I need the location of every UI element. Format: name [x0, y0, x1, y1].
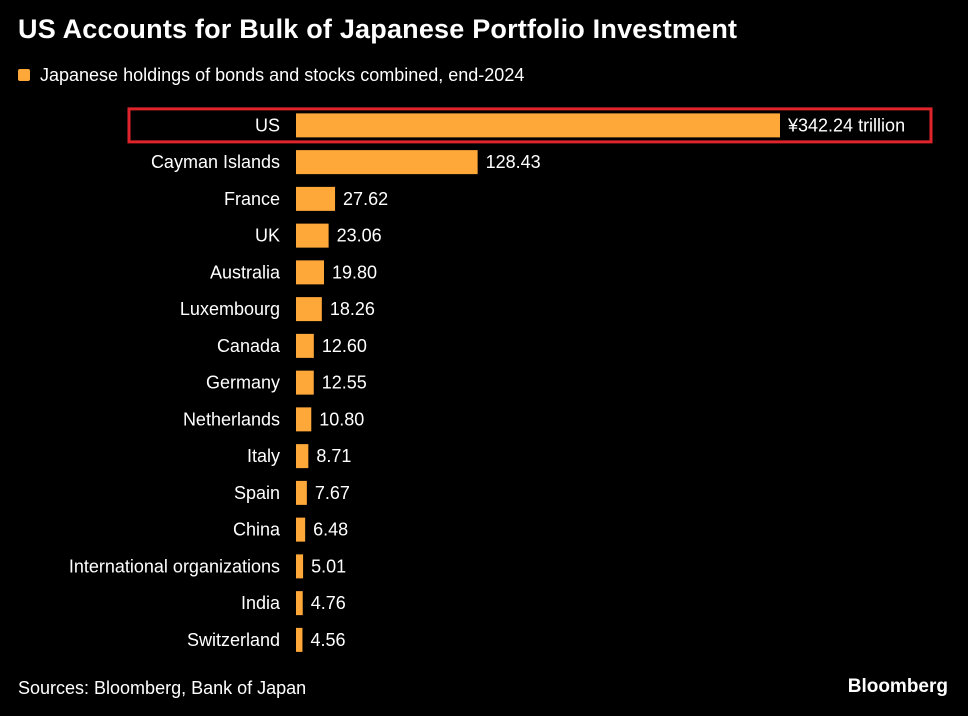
bar [296, 444, 309, 469]
bar [296, 260, 325, 285]
category-label: UK [255, 226, 280, 246]
value-label: 128.43 [486, 152, 541, 172]
bar [296, 297, 322, 322]
value-label: 27.62 [343, 189, 388, 209]
value-label: 8.71 [316, 446, 351, 466]
category-label: Germany [206, 373, 280, 393]
value-label: 4.56 [310, 630, 345, 650]
bar [296, 480, 307, 505]
bar [296, 370, 314, 395]
value-label: 6.48 [313, 520, 348, 540]
category-label: India [241, 593, 281, 613]
value-label: 12.60 [322, 336, 367, 356]
value-label: 10.80 [319, 409, 364, 429]
value-label: ¥342.24 trillion [787, 115, 905, 135]
value-label: 12.55 [322, 373, 367, 393]
bar [296, 333, 314, 358]
value-label: 18.26 [330, 299, 375, 319]
chart-title: US Accounts for Bulk of Japanese Portfol… [18, 14, 738, 44]
bar [296, 150, 478, 175]
bar [296, 186, 336, 211]
category-label: International organizations [69, 556, 280, 576]
legend-label: Japanese holdings of bonds and stocks co… [40, 64, 525, 85]
category-label: Australia [210, 262, 281, 282]
value-label: 23.06 [337, 226, 382, 246]
category-label: China [233, 520, 281, 540]
bar [296, 627, 303, 652]
value-label: 4.76 [311, 593, 346, 613]
category-label: Luxembourg [180, 299, 280, 319]
bar [296, 554, 304, 579]
bloomberg-logo: Bloomberg [847, 676, 948, 697]
value-label: 5.01 [311, 556, 346, 576]
bars-group: US ¥342.24 trillion Cayman Islands 128.43 Fr… [69, 107, 933, 652]
category-label: US [255, 115, 280, 135]
category-label: Cayman Islands [151, 152, 280, 172]
category-label: Canada [217, 336, 281, 356]
bar [296, 113, 780, 138]
category-label: Netherlands [183, 409, 280, 429]
legend: Japanese holdings of bonds and stocks co… [18, 63, 524, 87]
bar [296, 223, 329, 248]
bar [296, 517, 306, 542]
bar [296, 407, 312, 432]
value-label: 19.80 [332, 262, 377, 282]
bar-chart: US ¥342.24 trillion Cayman Islands 128.43 Fr… [69, 107, 933, 652]
category-label: Switzerland [187, 630, 280, 650]
category-label: France [224, 189, 280, 209]
value-label: 7.67 [315, 483, 350, 503]
source-note: Sources: Bloomberg, Bank of Japan [18, 678, 307, 698]
bar [296, 591, 303, 616]
highlight-box [127, 107, 933, 144]
category-label: Spain [234, 483, 280, 503]
legend-swatch [18, 69, 30, 81]
category-label: Italy [247, 446, 280, 466]
